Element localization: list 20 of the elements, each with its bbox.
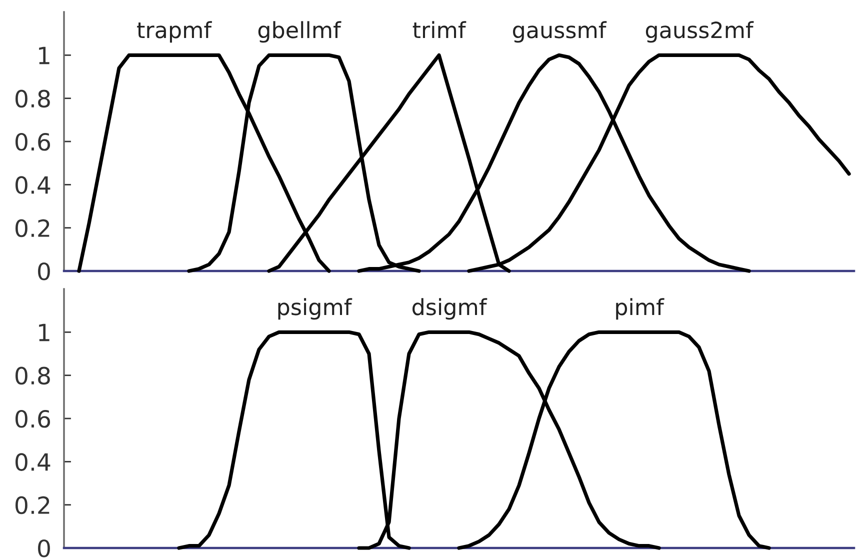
series-label: gbellmf bbox=[258, 21, 342, 43]
y-tick-label: 0.6 bbox=[16, 410, 50, 428]
y-tick-label: 0.6 bbox=[16, 132, 50, 151]
series-label: dsigmf bbox=[412, 298, 488, 320]
y-tick-label: 0.8 bbox=[16, 90, 50, 108]
y-tick-label: 0.8 bbox=[16, 366, 50, 385]
series-label: gauss2mf bbox=[646, 21, 754, 43]
series-label: gaussmf bbox=[513, 21, 607, 43]
y-tick-label: 0.4 bbox=[16, 176, 50, 194]
series-label: psigmf bbox=[278, 298, 352, 320]
y-tick-label: 1 bbox=[39, 324, 50, 342]
y-tick-label: 0.4 bbox=[16, 453, 50, 471]
series-label: trimf bbox=[412, 21, 466, 38]
y-tick-label: 0 bbox=[38, 262, 50, 280]
y-tick-label: 0.2 bbox=[16, 496, 50, 514]
series-label: trapmf bbox=[137, 21, 212, 43]
y-tick-label: 0 bbox=[38, 539, 50, 558]
series-label: pimf bbox=[616, 298, 664, 320]
y-tick-label: 1 bbox=[39, 46, 50, 64]
y-tick-label: 0.2 bbox=[16, 219, 50, 238]
